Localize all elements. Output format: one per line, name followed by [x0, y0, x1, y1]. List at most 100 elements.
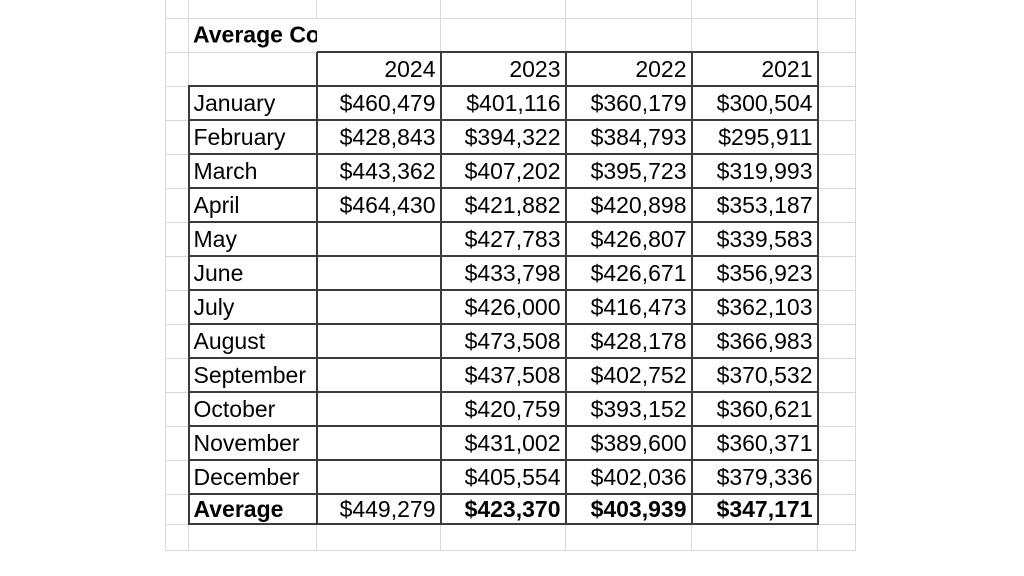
sheet-cell[interactable]: [165, 187, 189, 223]
sheet-cell[interactable]: [817, 289, 856, 325]
value-cell-2022[interactable]: $389,600: [564, 425, 693, 461]
value-cell-2024[interactable]: [315, 289, 442, 325]
value-cell-2022[interactable]: $384,793: [564, 119, 693, 155]
value-cell-2024[interactable]: [315, 221, 442, 257]
sheet-cell[interactable]: [165, 459, 189, 495]
month-label-cell[interactable]: January: [187, 85, 318, 121]
value-cell-2023[interactable]: $426,000: [439, 289, 567, 325]
value-cell-2023[interactable]: $427,783: [439, 221, 567, 257]
sheet-cell[interactable]: [691, 0, 818, 19]
sheet-cell[interactable]: [817, 323, 856, 359]
value-cell-2021[interactable]: $339,583: [690, 221, 819, 257]
sheet-cell[interactable]: [817, 17, 856, 53]
sheet-cell[interactable]: [565, 0, 692, 19]
value-cell-2024[interactable]: $443,362: [315, 153, 442, 189]
sheet-cell[interactable]: [817, 391, 856, 427]
sheet-cell[interactable]: [817, 187, 856, 223]
average-value-2024[interactable]: $449,279: [315, 493, 442, 525]
sheet-cell[interactable]: [817, 493, 856, 525]
value-cell-2021[interactable]: $319,993: [690, 153, 819, 189]
sheet-cell[interactable]: [817, 153, 856, 189]
value-cell-2023[interactable]: $433,798: [439, 255, 567, 291]
average-value-2023[interactable]: $423,370: [439, 493, 567, 525]
month-label-cell[interactable]: September: [187, 357, 318, 393]
value-cell-2021[interactable]: $370,532: [690, 357, 819, 393]
sheet-cell[interactable]: [165, 0, 189, 19]
value-cell-2024[interactable]: $460,479: [315, 85, 442, 121]
value-cell-2022[interactable]: $426,807: [564, 221, 693, 257]
value-cell-2022[interactable]: $426,671: [564, 255, 693, 291]
value-cell-2021[interactable]: $300,504: [690, 85, 819, 121]
sheet-cell[interactable]: [691, 17, 818, 53]
sheet-cell[interactable]: [165, 323, 189, 359]
sheet-cell[interactable]: [440, 523, 566, 551]
value-cell-2022[interactable]: $420,898: [564, 187, 693, 223]
sheet-cell[interactable]: [165, 289, 189, 325]
sheet-cell[interactable]: [188, 523, 317, 551]
month-label-cell[interactable]: December: [187, 459, 318, 495]
value-cell-2024[interactable]: [315, 357, 442, 393]
sheet-cell[interactable]: [817, 0, 856, 19]
value-cell-2024[interactable]: [315, 323, 442, 359]
sheet-cell[interactable]: [817, 459, 856, 495]
value-cell-2024[interactable]: [315, 425, 442, 461]
value-cell-2021[interactable]: $360,621: [690, 391, 819, 427]
value-cell-2023[interactable]: $394,322: [439, 119, 567, 155]
sheet-cell[interactable]: [565, 17, 692, 53]
month-label-cell[interactable]: July: [187, 289, 318, 325]
value-cell-2023[interactable]: $437,508: [439, 357, 567, 393]
year-header-2023[interactable]: 2023: [439, 51, 567, 87]
value-cell-2024[interactable]: [315, 459, 442, 495]
value-cell-2022[interactable]: $416,473: [564, 289, 693, 325]
sheet-cell[interactable]: [165, 255, 189, 291]
sheet-cell[interactable]: [316, 523, 441, 551]
value-cell-2024[interactable]: [315, 391, 442, 427]
value-cell-2024[interactable]: $428,843: [315, 119, 442, 155]
month-label-cell[interactable]: March: [187, 153, 318, 189]
sheet-cell[interactable]: [316, 17, 441, 53]
average-value-2022[interactable]: $403,939: [564, 493, 693, 525]
value-cell-2023[interactable]: $401,116: [439, 85, 567, 121]
value-cell-2021[interactable]: $379,336: [690, 459, 819, 495]
value-cell-2022[interactable]: $395,723: [564, 153, 693, 189]
sheet-cell[interactable]: [440, 0, 566, 19]
sheet-cell[interactable]: [165, 119, 189, 155]
sheet-cell[interactable]: [188, 51, 317, 87]
sheet-cell[interactable]: [817, 523, 856, 551]
value-cell-2021[interactable]: $360,371: [690, 425, 819, 461]
month-label-cell[interactable]: October: [187, 391, 318, 427]
average-label-cell[interactable]: Average: [187, 493, 318, 525]
sheet-cell[interactable]: [817, 357, 856, 393]
value-cell-2021[interactable]: $353,187: [690, 187, 819, 223]
value-cell-2023[interactable]: $407,202: [439, 153, 567, 189]
year-header-2021[interactable]: 2021: [690, 51, 819, 87]
month-label-cell[interactable]: August: [187, 323, 318, 359]
sheet-cell[interactable]: [165, 425, 189, 461]
sheet-cell[interactable]: [165, 153, 189, 189]
month-label-cell[interactable]: November: [187, 425, 318, 461]
sheet-cell[interactable]: [817, 255, 856, 291]
sheet-cell[interactable]: [165, 357, 189, 393]
sheet-cell[interactable]: [165, 51, 189, 87]
sheet-cell[interactable]: [565, 523, 692, 551]
value-cell-2021[interactable]: $356,923: [690, 255, 819, 291]
value-cell-2021[interactable]: $362,103: [690, 289, 819, 325]
value-cell-2023[interactable]: $420,759: [439, 391, 567, 427]
sheet-cell[interactable]: [165, 221, 189, 257]
value-cell-2022[interactable]: $360,179: [564, 85, 693, 121]
month-label-cell[interactable]: April: [187, 187, 318, 223]
value-cell-2022[interactable]: $428,178: [564, 323, 693, 359]
value-cell-2023[interactable]: $421,882: [439, 187, 567, 223]
sheet-cell[interactable]: [316, 0, 441, 19]
average-value-2021[interactable]: $347,171: [690, 493, 819, 525]
year-header-2022[interactable]: 2022: [564, 51, 693, 87]
value-cell-2022[interactable]: $393,152: [564, 391, 693, 427]
value-cell-2022[interactable]: $402,036: [564, 459, 693, 495]
sheet-cell[interactable]: [188, 0, 317, 19]
sheet-title-cell[interactable]: Average County: [188, 17, 317, 53]
sheet-cell[interactable]: [165, 85, 189, 121]
value-cell-2022[interactable]: $402,752: [564, 357, 693, 393]
value-cell-2024[interactable]: $464,430: [315, 187, 442, 223]
sheet-cell[interactable]: [165, 523, 189, 551]
sheet-cell[interactable]: [817, 425, 856, 461]
